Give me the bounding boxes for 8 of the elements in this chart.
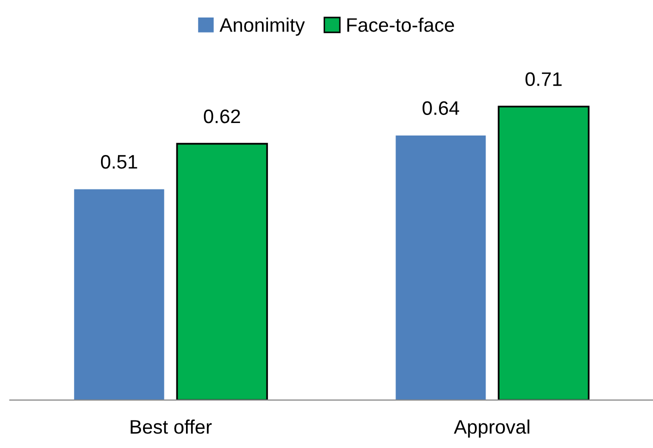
x-tick-label: Best offer [130, 420, 212, 434]
data-label: 0.64 [422, 101, 460, 115]
x-tick-label: Approval [454, 420, 530, 438]
data-label: 0.62 [204, 109, 240, 124]
data-label: 0.51 [100, 154, 138, 169]
legend-label: Anonimity [220, 18, 305, 36]
legend-label: Face-to-face [347, 18, 454, 32]
data-label: 0.71 [525, 72, 562, 86]
